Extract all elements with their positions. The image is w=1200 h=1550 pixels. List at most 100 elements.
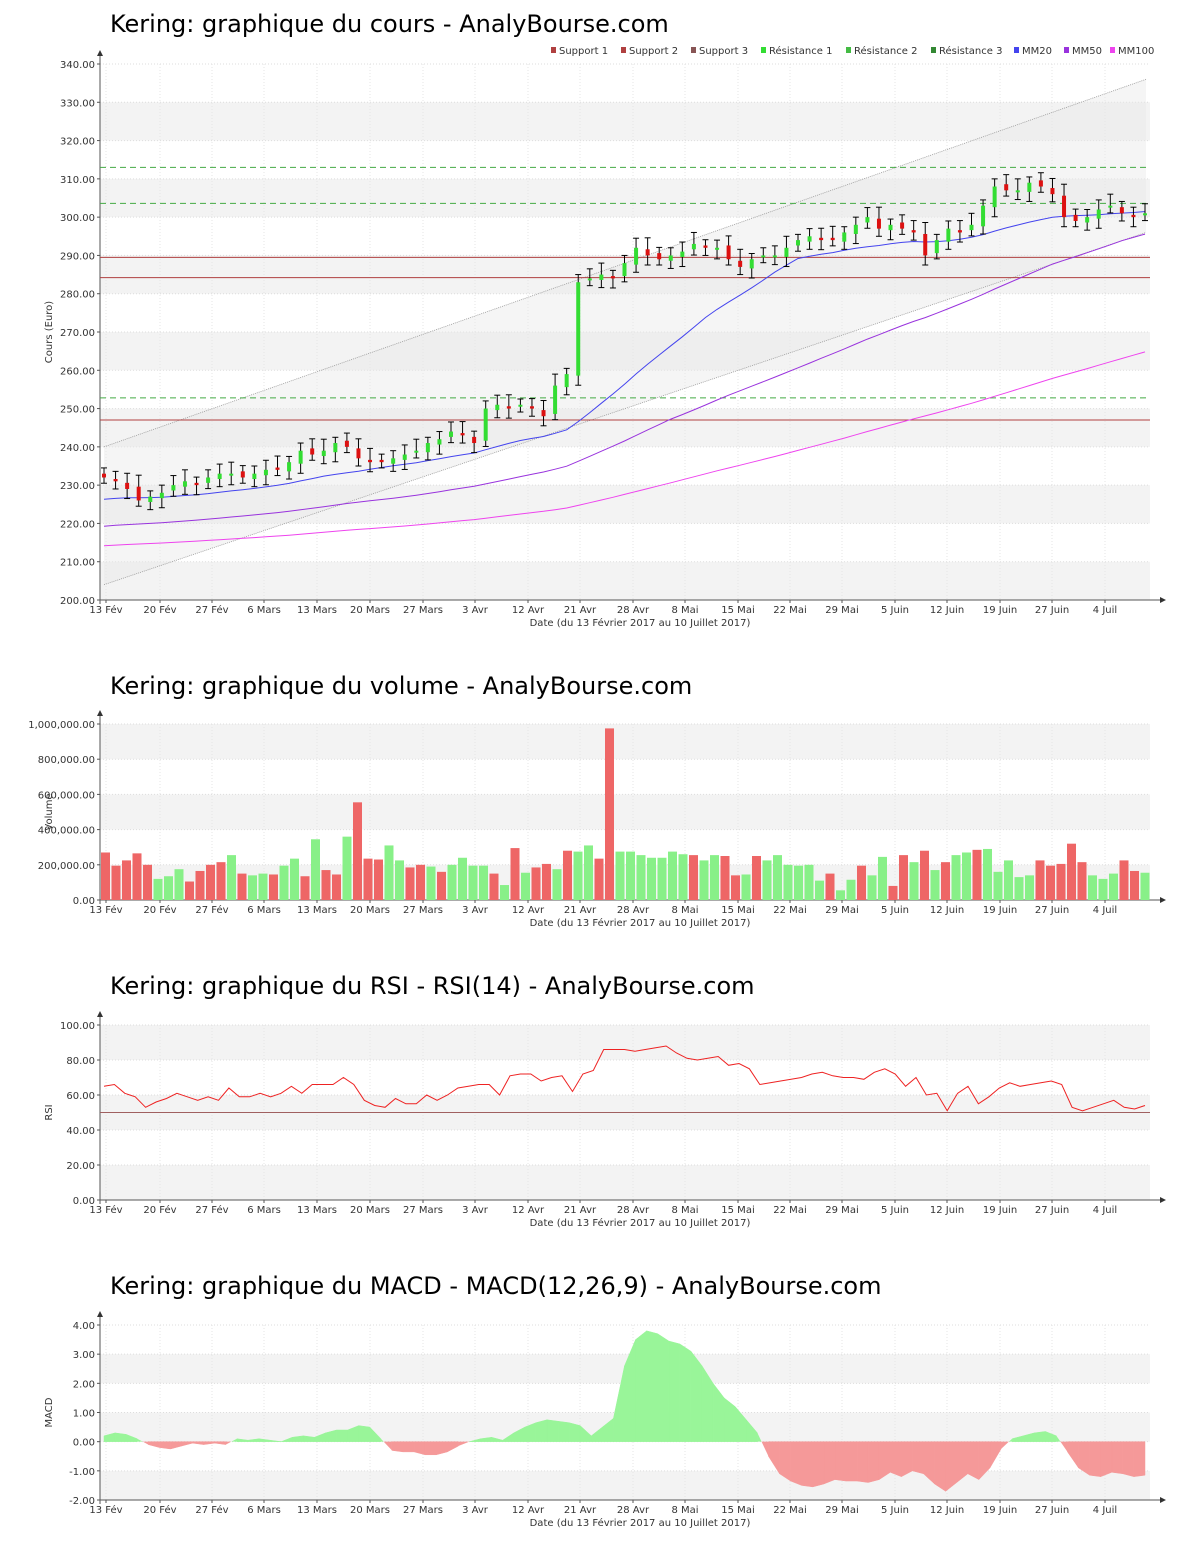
legend-swatch: [691, 47, 696, 53]
price-chart-title: Kering: graphique du cours - AnalyBourse…: [110, 10, 669, 38]
x-tick-label: 8 Mai: [671, 1205, 698, 1216]
volume-bar: [269, 874, 278, 900]
x-tick-label: 29 Mai: [825, 1505, 858, 1516]
x-axis-label: Date (du 13 Février 2017 au 10 Juillet 2…: [530, 1217, 751, 1229]
macd-area: [712, 1382, 725, 1442]
candle: [518, 404, 523, 407]
x-tick-label: 20 Mars: [350, 905, 390, 916]
x-tick-label: 4 Juil: [1093, 905, 1117, 916]
y-tick-label: 60.00: [66, 1091, 95, 1102]
volume-bar: [531, 867, 541, 900]
mm100-line: [103, 351, 1146, 547]
legend-swatch: [1014, 47, 1019, 53]
band: [100, 864, 1150, 900]
candle: [125, 482, 130, 489]
x-tick-label: 28 Avr: [617, 605, 650, 616]
x-tick-label: 12 Juin: [930, 905, 964, 916]
volume-bar: [1098, 878, 1108, 900]
x-tick-label: 22 Mai: [773, 1505, 806, 1516]
y-tick-label: 800,000.00: [38, 755, 95, 766]
candle: [437, 439, 442, 445]
candle: [182, 481, 187, 487]
x-tick-label: 13 Mars: [297, 1505, 337, 1516]
x-tick-label: 27 Fév: [195, 1204, 228, 1216]
x-tick-label: 15 Mai: [721, 1505, 754, 1516]
x-tick-label: 29 Mai: [825, 905, 858, 916]
legend-label: Support 3: [699, 46, 748, 57]
volume-bar: [573, 851, 583, 900]
volume-bar: [468, 865, 478, 900]
y-axis-label: RSI: [44, 1104, 55, 1120]
candle: [483, 408, 488, 441]
macd-area: [934, 1441, 946, 1492]
y-tick-label: 4.00: [73, 1321, 95, 1332]
x-tick-label: 29 Mai: [825, 1205, 858, 1216]
macd-area: [812, 1441, 825, 1488]
x-tick-label: 5 Juin: [881, 605, 909, 616]
y-tick-label: 250.00: [60, 405, 95, 416]
candle: [368, 459, 373, 463]
macd-area: [989, 1441, 1002, 1469]
candle: [275, 467, 280, 470]
volume-bar: [384, 845, 394, 900]
candle: [830, 237, 835, 241]
x-tick-label: 19 Juin: [983, 605, 1017, 616]
y-axis-label: Volume: [44, 793, 55, 830]
candle: [194, 482, 199, 486]
macd-area: [424, 1441, 437, 1456]
macd-area: [1078, 1441, 1090, 1476]
candle: [113, 479, 118, 482]
x-tick-label: 21 Avr: [564, 1205, 597, 1216]
candle: [263, 469, 268, 476]
candle: [957, 230, 962, 233]
volume-bar: [720, 856, 730, 900]
x-tick-label: 13 Mars: [297, 905, 337, 916]
volume-bar: [762, 860, 772, 900]
volume-bar: [1077, 862, 1087, 900]
candle: [402, 454, 407, 460]
volume-bar: [300, 876, 310, 900]
macd-area: [159, 1441, 171, 1450]
candle: [622, 263, 627, 277]
candle: [865, 217, 870, 223]
legend-swatch: [931, 47, 936, 53]
macd-area: [834, 1441, 847, 1482]
candle: [159, 492, 164, 499]
macd-area: [358, 1425, 371, 1442]
candle: [414, 450, 419, 453]
x-tick-label: 28 Avr: [617, 1505, 650, 1516]
x-tick-label: 3 Avr: [462, 905, 489, 916]
x-tick-label: 6 Mars: [247, 1205, 281, 1216]
candle: [229, 473, 234, 476]
macd-area: [546, 1419, 559, 1442]
volume-bar: [699, 860, 709, 900]
volume-bar: [888, 885, 898, 900]
x-tick-label: 13 Mars: [297, 1205, 337, 1216]
volume-bar: [489, 873, 499, 900]
macd-area: [801, 1441, 814, 1488]
candle: [587, 278, 592, 281]
candle: [1131, 214, 1136, 218]
volume-bar: [825, 873, 835, 900]
candle: [506, 406, 511, 409]
candle: [310, 448, 315, 455]
candle: [148, 496, 153, 502]
volume-bar: [783, 864, 793, 900]
volume-bar: [216, 862, 226, 900]
y-axis-arrow: [97, 50, 103, 56]
volume-bar: [615, 851, 625, 900]
legend-label: Résistance 3: [939, 45, 1002, 57]
y-axis-arrow: [97, 1011, 103, 1017]
x-tick-label: 4 Juil: [1093, 1505, 1117, 1516]
candle: [553, 385, 558, 414]
candle: [1062, 195, 1067, 218]
mm50-line: [103, 233, 1146, 527]
candle: [703, 245, 708, 248]
macd-area: [945, 1441, 957, 1492]
rsi-chart-title: Kering: graphique du RSI - RSI(14) - Ana…: [110, 972, 755, 1000]
volume-bar: [993, 871, 1003, 900]
macd-area: [646, 1330, 658, 1442]
macd-area: [768, 1441, 780, 1475]
macd-area: [757, 1432, 762, 1442]
x-tick-label: 27 Juin: [1035, 1505, 1069, 1516]
